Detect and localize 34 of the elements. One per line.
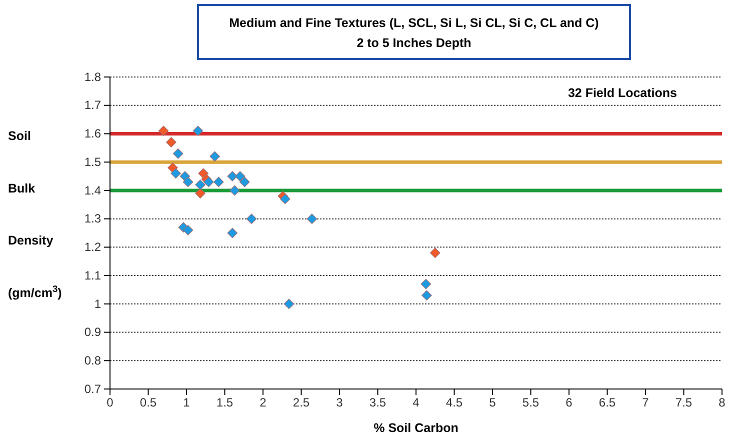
y-tick-label: 0.9 (84, 325, 102, 340)
y-tick-label: 1 (94, 296, 102, 311)
y-tick-label: 1.2 (84, 240, 102, 254)
x-tick-label: 1.5 (216, 396, 234, 410)
y-tick-label: 1.3 (84, 212, 102, 226)
x-tick-label: 3.5 (369, 396, 386, 410)
annotation: 32 Field Locations (568, 86, 678, 100)
x-tick-label: 8 (718, 396, 726, 410)
x-tick-label: 5.5 (522, 396, 540, 410)
chart-subtitle: 2 to 5 Inches Depth (356, 36, 472, 50)
y-tick-label: 1.1 (84, 268, 102, 282)
x-tick-label: 7 (642, 396, 650, 410)
x-tick-label: 4 (412, 396, 420, 410)
y-tick-label: 1.8 (84, 70, 102, 84)
x-tick-label: 6.5 (598, 396, 616, 410)
x-tick-label: 4.5 (446, 396, 463, 410)
x-tick-label: 7.5 (675, 396, 692, 410)
y-tick-label: 1.6 (84, 126, 102, 141)
y-tick-label: 1.4 (84, 183, 102, 198)
x-tick-label: 0.5 (140, 396, 157, 410)
x-tick-label: 0 (106, 396, 114, 410)
y-tick-label: 0.8 (84, 353, 102, 368)
y-tick-label: 1.5 (84, 154, 102, 169)
x-tick-label: 5 (489, 396, 496, 410)
x-tick-label: 1 (183, 396, 190, 410)
x-tick-label: 6 (566, 396, 573, 410)
text: Soil Bulk Density (gm/cm$^{3}$) (8, 129, 62, 300)
x-tick-label: 2 (260, 396, 267, 410)
x-tick-label: 2.5 (292, 396, 310, 410)
x-tick-label: 3 (336, 396, 344, 410)
y-tick-label: 0.7 (84, 382, 102, 396)
y-tick-label: 1.7 (84, 98, 102, 112)
x-axis-title: % Soil Carbon (374, 421, 458, 435)
chart-title: Medium and Fine Textures (L, SCL, Si L, Si CL, Si C, CL and C) (229, 16, 599, 30)
